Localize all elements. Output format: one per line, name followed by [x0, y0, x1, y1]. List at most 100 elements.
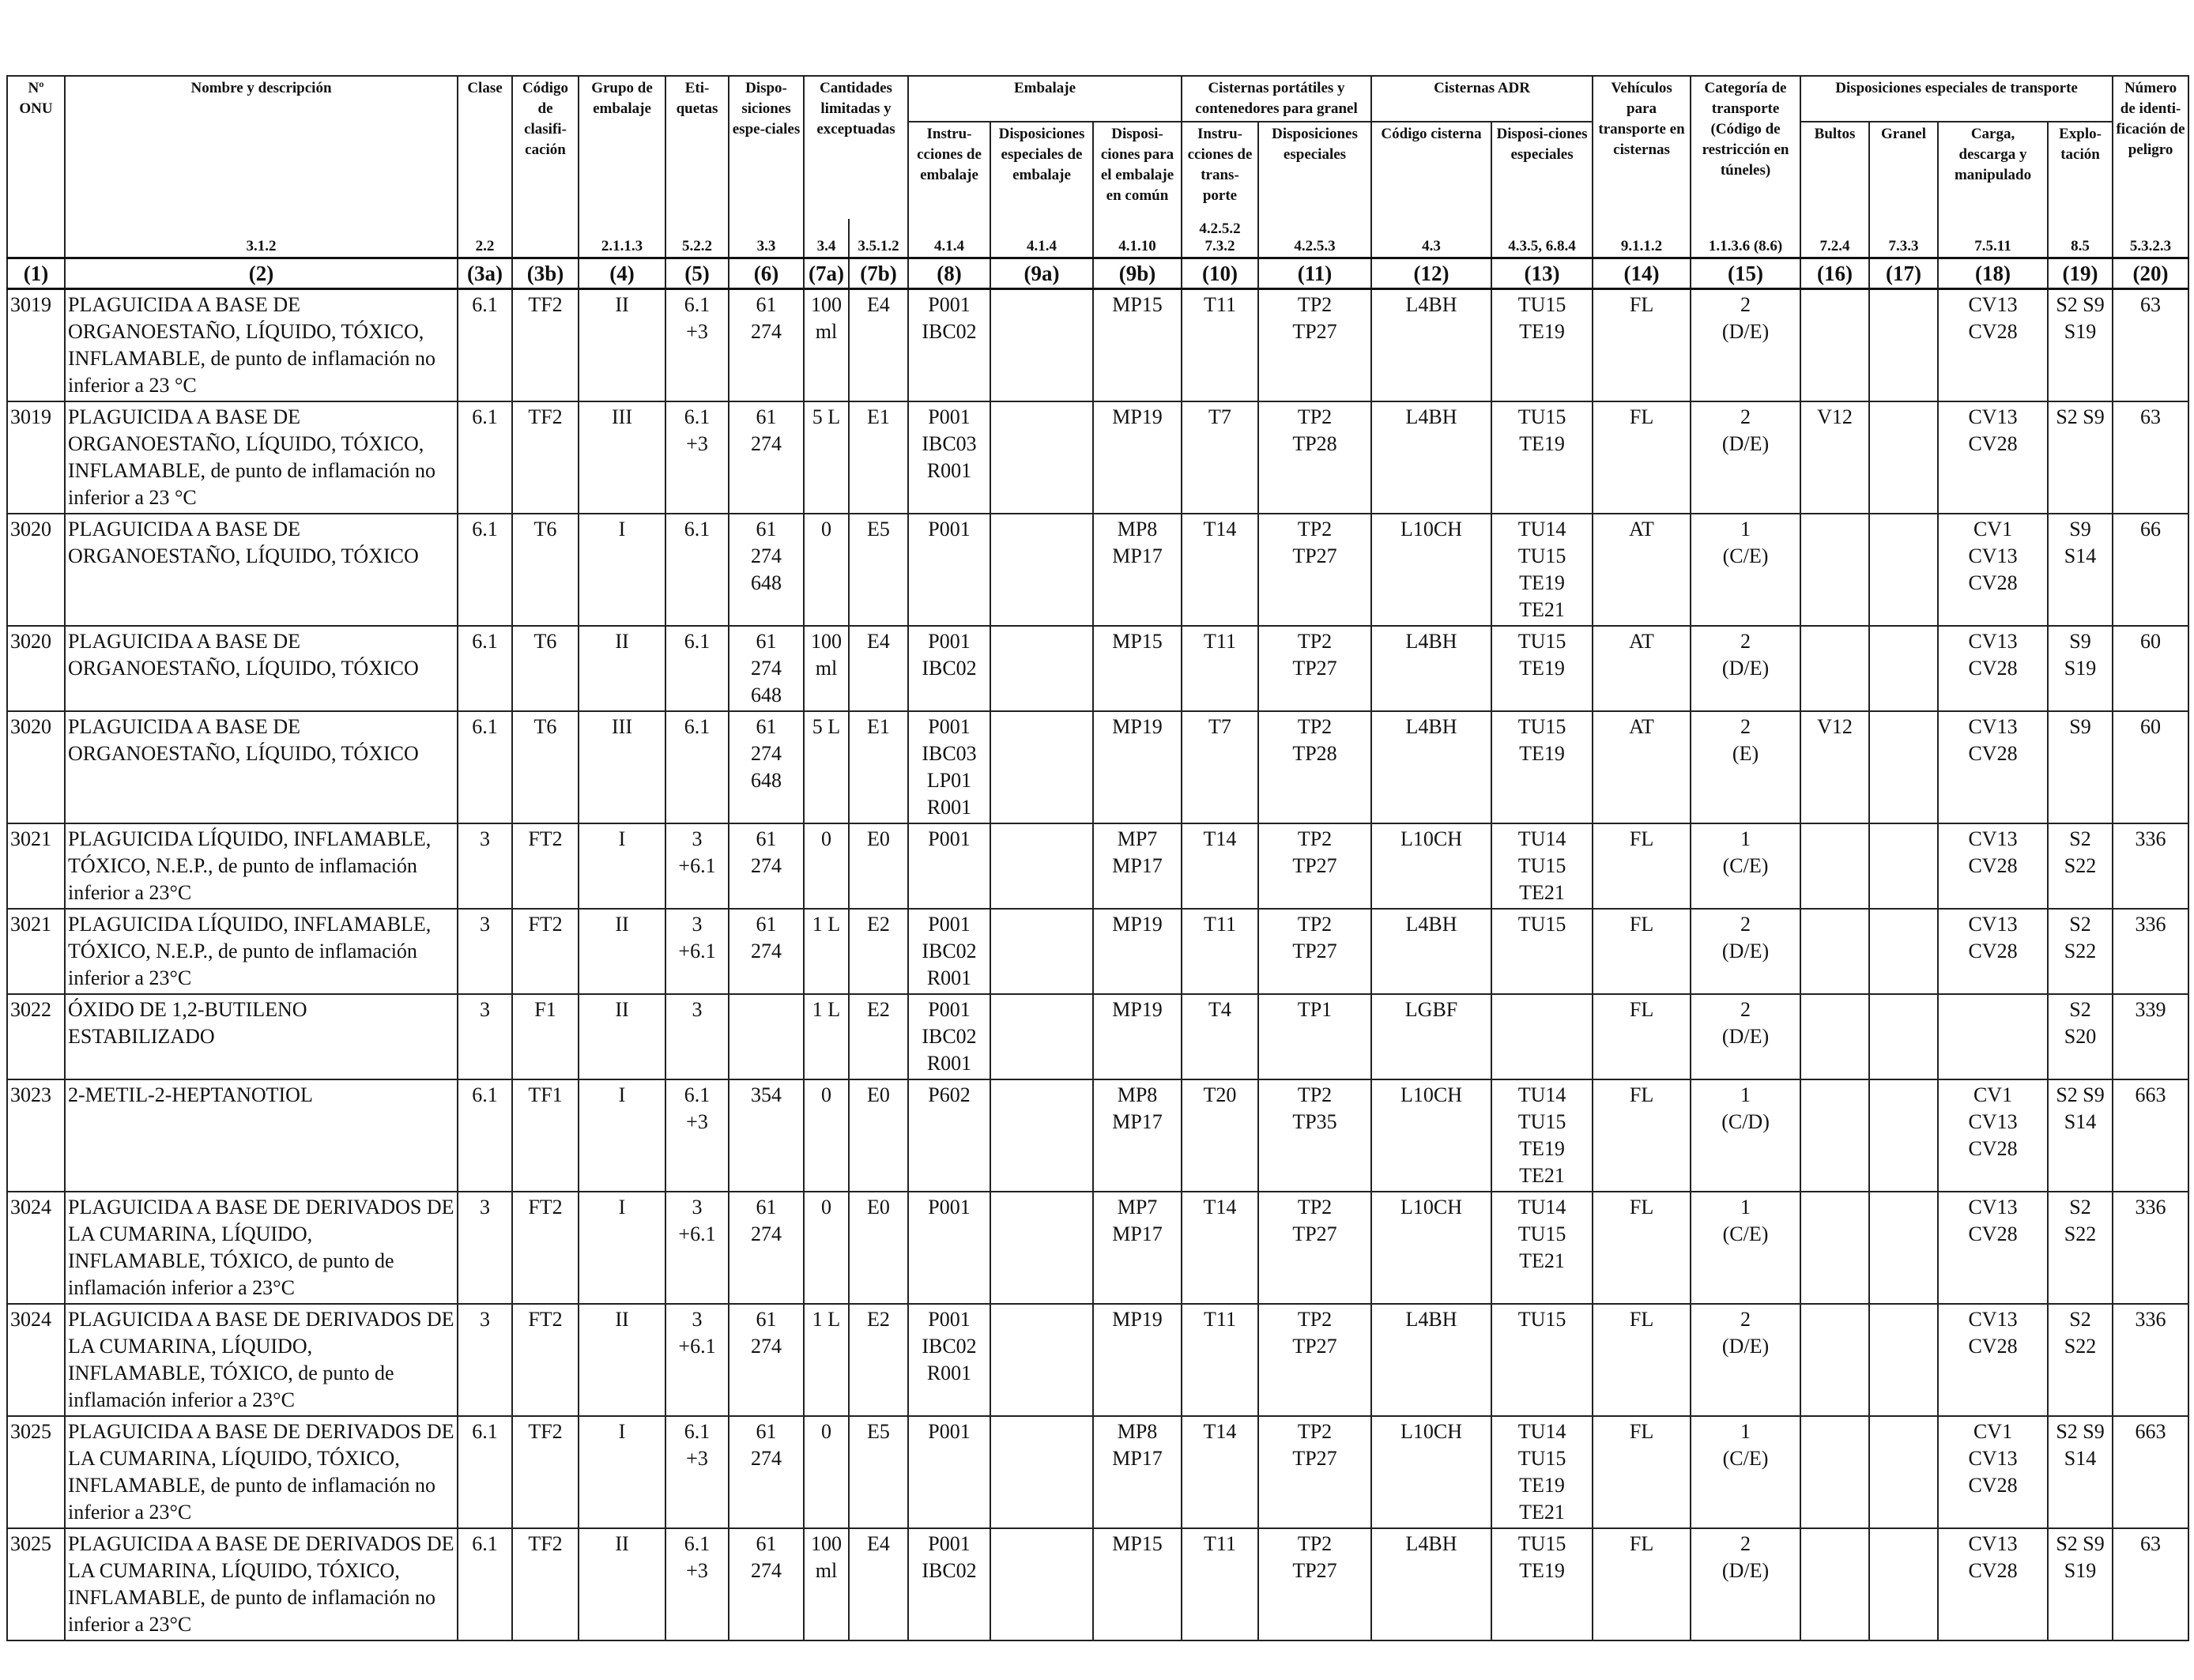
cell-un-number: 3020: [6, 710, 66, 824]
cell-tank-code: L4BH: [1370, 401, 1493, 514]
colnum-special-packing-provisions: (9a): [990, 257, 1094, 290]
cell-tank-code: L4BH: [1370, 1527, 1493, 1641]
cell-special-provisions: 61 274: [728, 1303, 805, 1417]
colnum-packages-provisions: (16): [1800, 257, 1871, 290]
cell-loading-provisions: CV13 CV28: [1937, 908, 2049, 995]
cell-portable-tank-instructions: T14: [1181, 823, 1259, 910]
table-row: 3021 PLAGUICIDA LÍQUIDO, INFLAMABLE, TÓXI…: [6, 908, 2190, 995]
cell-tank-provisions: TU14 TU15 TE19 TE21: [1491, 513, 1594, 627]
cell-packing-instructions: P001 IBC02: [907, 1527, 991, 1641]
header-packaging: Embalaje: [907, 75, 1182, 122]
cell-bulk-provisions: [1868, 1079, 1940, 1192]
cell-special-packing-provisions: [990, 1191, 1094, 1305]
cell-tank-code: L10CH: [1370, 513, 1493, 627]
cell-operation-provisions: S2 S22: [2047, 908, 2114, 995]
ref-limited-quantity: 3.4: [803, 219, 850, 259]
cell-packages-provisions: [1800, 908, 1871, 995]
colnum-loading-provisions: (18): [1937, 257, 2049, 290]
cell-special-provisions: 61 274: [728, 1527, 805, 1641]
cell-special-packing-provisions: [990, 908, 1094, 995]
cell-name: PLAGUICIDA A BASE DE ORGANOESTAÑO, LÍQUI…: [64, 288, 458, 402]
cell-excepted-quantity: E1: [848, 710, 909, 824]
cell-tank-provisions: TU15: [1491, 1303, 1594, 1417]
cell-special-packing-provisions: [990, 1079, 1094, 1192]
cell-transport-category: 2 (D/E): [1690, 908, 1802, 995]
cell-mixed-packing: MP19: [1092, 1303, 1182, 1417]
cell-tank-provisions: TU14 TU15 TE19 TE21: [1491, 1415, 1594, 1529]
cell-class: 3: [457, 993, 513, 1080]
ref-classification-code: [511, 219, 579, 259]
cell-limited-quantity: 100 ml: [803, 1527, 850, 1641]
cell-packages-provisions: [1800, 1527, 1871, 1641]
cell-class: 6.1: [457, 513, 513, 627]
cell-hazard-id: 339: [2112, 993, 2190, 1080]
cell-packing-instructions: P001: [907, 513, 991, 627]
cell-labels: 6.1: [665, 710, 729, 824]
cell-un-number: 3024: [6, 1191, 66, 1305]
header-vehicle: Vehículos para transporte en cisternas: [1592, 75, 1692, 219]
cell-special-provisions: 61 274: [728, 908, 805, 995]
header-name: Nombre y descripción: [64, 75, 458, 219]
header-labels: Eti-quetas: [665, 75, 729, 219]
cell-hazard-id: 66: [2112, 513, 2190, 627]
cell-limited-quantity: 0: [803, 1191, 850, 1305]
cell-transport-category: 2 (D/E): [1690, 288, 1802, 402]
cell-tank-provisions: [1491, 993, 1594, 1080]
colnum-name: (2): [64, 257, 458, 290]
table-row: 3019 PLAGUICIDA A BASE DE ORGANOESTAÑO, L…: [6, 401, 2190, 514]
cell-mixed-packing: MP15: [1092, 288, 1182, 402]
cell-labels: 6.1 +3: [665, 288, 729, 402]
cell-loading-provisions: CV13 CV28: [1937, 288, 2049, 402]
header-tank-code: Código cisterna: [1370, 121, 1493, 219]
header-mixed-packing: Disposi-ciones para el embalaje en común: [1092, 121, 1182, 219]
cell-tank-code: L10CH: [1370, 1079, 1493, 1192]
cell-packing-group: II: [578, 625, 666, 712]
cell-labels: 3 +6.1: [665, 1191, 729, 1305]
cell-vehicle: FL: [1592, 1415, 1692, 1529]
cell-special-packing-provisions: [990, 993, 1094, 1080]
cell-special-packing-provisions: [990, 401, 1094, 514]
colnum-transport-category: (15): [1690, 257, 1802, 290]
cell-mixed-packing: MP7 MP17: [1092, 823, 1182, 910]
cell-un-number: 3019: [6, 401, 66, 514]
cell-special-provisions: 354: [728, 1079, 805, 1192]
cell-hazard-id: 63: [2112, 288, 2190, 402]
cell-packages-provisions: [1800, 1415, 1871, 1529]
cell-mixed-packing: MP19: [1092, 908, 1182, 995]
cell-name: PLAGUICIDA A BASE DE DERIVADOS DE LA CUM…: [64, 1303, 458, 1417]
cell-class: 6.1: [457, 710, 513, 824]
ref-portable-tank-instructions: 4.2.5.2 7.3.2: [1181, 219, 1259, 259]
cell-portable-tank-instructions: T14: [1181, 513, 1259, 627]
cell-bulk-provisions: [1868, 823, 1940, 910]
cell-tank-provisions: TU15 TE19: [1491, 625, 1594, 712]
cell-portable-tank-provisions: TP2 TP27: [1257, 1191, 1373, 1305]
colnum-bulk-provisions: (17): [1868, 257, 1940, 290]
cell-class: 3: [457, 823, 513, 910]
cell-portable-tank-provisions: TP2 TP27: [1257, 823, 1373, 910]
cell-special-provisions: [728, 993, 805, 1080]
header-classification-code: Código de clasifi-cación: [511, 75, 579, 219]
cell-packing-group: I: [578, 1079, 666, 1192]
cell-loading-provisions: CV13 CV28: [1937, 710, 2049, 824]
cell-excepted-quantity: E4: [848, 288, 909, 402]
cell-packages-provisions: [1800, 993, 1871, 1080]
cell-tank-provisions: TU15: [1491, 908, 1594, 995]
cell-tank-provisions: TU15 TE19: [1491, 401, 1594, 514]
cell-transport-category: 1 (C/D): [1690, 1079, 1802, 1192]
cell-classification-code: TF2: [511, 1415, 579, 1529]
cell-un-number: 3025: [6, 1415, 66, 1529]
cell-un-number: 3020: [6, 625, 66, 712]
cell-packing-group: III: [578, 401, 666, 514]
colnum-tank-code: (12): [1370, 257, 1493, 290]
cell-operation-provisions: S2 S9 S19: [2047, 288, 2114, 402]
cell-packing-instructions: P001 IBC02: [907, 625, 991, 712]
cell-classification-code: TF2: [511, 288, 579, 402]
cell-class: 6.1: [457, 288, 513, 402]
ref-operation-provisions: 8.5: [2047, 219, 2114, 259]
cell-packing-instructions: P001 IBC02 R001: [907, 993, 991, 1080]
ref-packing-instructions: 4.1.4: [907, 219, 991, 259]
cell-packing-instructions: P001: [907, 823, 991, 910]
cell-portable-tank-provisions: TP2 TP27: [1257, 625, 1373, 712]
cell-un-number: 3020: [6, 513, 66, 627]
header-portable-tanks: Cisternas portátiles y contenedores para…: [1180, 75, 1373, 122]
